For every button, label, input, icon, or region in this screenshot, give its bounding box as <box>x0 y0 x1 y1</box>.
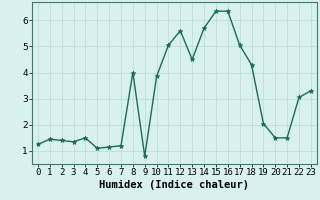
X-axis label: Humidex (Indice chaleur): Humidex (Indice chaleur) <box>100 180 249 190</box>
